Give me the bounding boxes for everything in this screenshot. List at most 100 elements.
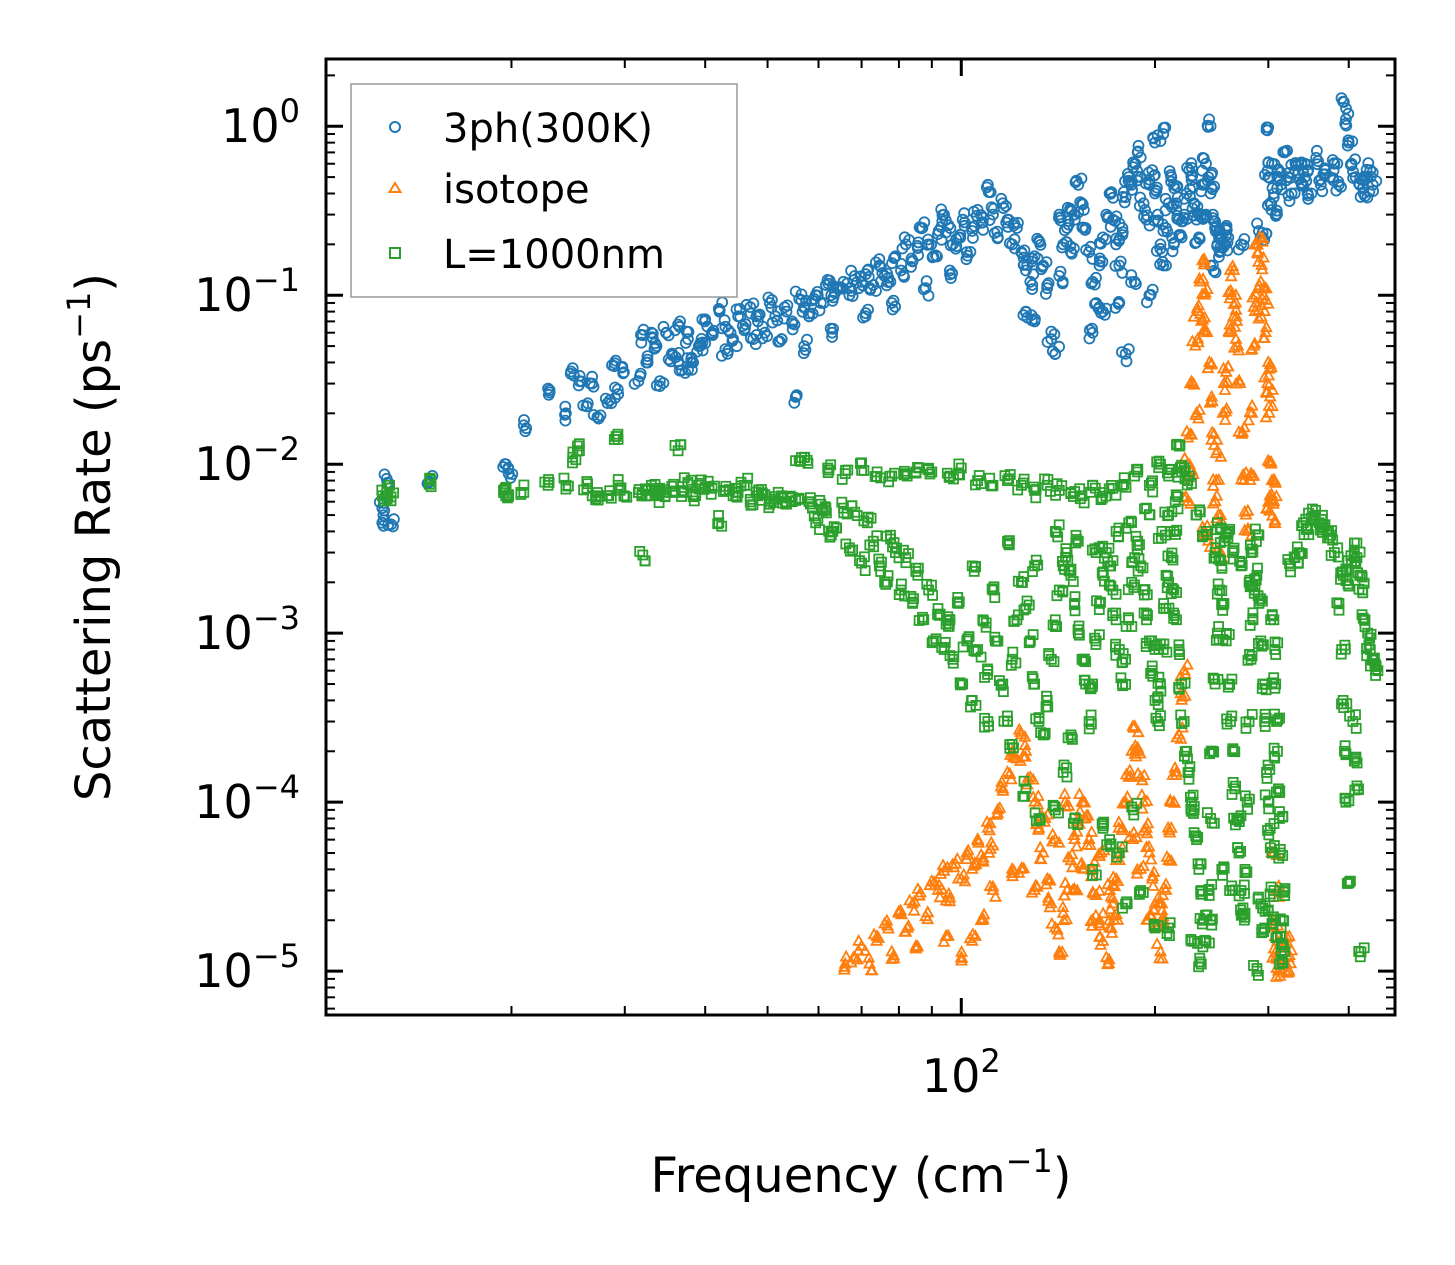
point-triangle: [961, 847, 975, 860]
point-triangle: [1060, 912, 1074, 925]
point-triangle: [1268, 513, 1282, 525]
point-circle: [1166, 232, 1179, 244]
point-square: [1028, 678, 1040, 690]
point-triangle: [1146, 879, 1160, 891]
point-square: [1096, 818, 1108, 830]
point-triangle: [909, 941, 923, 954]
point-square: [1126, 621, 1138, 632]
point-circle: [983, 214, 996, 227]
point-circle: [1085, 277, 1098, 290]
point-triangle: [1065, 860, 1079, 873]
point-square: [1041, 690, 1052, 702]
point-triangle: [955, 951, 969, 963]
point-square: [953, 596, 965, 608]
point-triangle: [1261, 453, 1275, 466]
point-square: [1175, 709, 1187, 721]
x-tick-base: 10: [922, 1049, 981, 1103]
point-square: [1101, 839, 1113, 851]
point-square: [1213, 621, 1224, 632]
point-triangle: [991, 806, 1005, 819]
point-circle: [696, 344, 709, 357]
point-circle: [739, 322, 751, 335]
point-square: [1039, 473, 1050, 485]
point-circle: [1302, 192, 1314, 205]
point-circle: [1079, 224, 1091, 236]
point-circle: [1054, 211, 1067, 224]
point-square: [1187, 789, 1199, 801]
point-circle: [778, 301, 791, 314]
point-triangle: [1084, 914, 1098, 927]
point-circle: [1093, 236, 1106, 249]
point-square: [1220, 635, 1232, 647]
point-circle: [559, 400, 572, 413]
point-triangle: [1214, 449, 1228, 462]
point-square: [1326, 525, 1338, 536]
point-square: [1354, 951, 1366, 963]
point-square: [880, 579, 892, 590]
point-triangle: [1198, 285, 1212, 298]
point-square: [1247, 613, 1259, 624]
point-circle: [1185, 174, 1198, 187]
y-axis-title-sup: −1: [60, 292, 98, 339]
point-triangle: [1196, 323, 1210, 336]
point-triangle: [932, 878, 946, 890]
point-square: [1018, 473, 1030, 485]
point-square: [1274, 785, 1286, 797]
point-triangle: [976, 911, 990, 924]
point-circle: [859, 268, 872, 281]
point-triangle: [1169, 768, 1183, 780]
point-square: [1278, 886, 1290, 898]
point-square: [424, 472, 436, 484]
point-square: [1079, 653, 1090, 665]
point-square: [1345, 875, 1356, 887]
point-triangle: [1003, 767, 1017, 779]
point-circle: [1154, 258, 1166, 271]
point-square: [1194, 956, 1206, 968]
point-square: [678, 472, 690, 484]
point-square: [903, 548, 914, 559]
point-circle: [882, 271, 895, 284]
point-square: [1271, 716, 1282, 727]
point-circle: [1104, 187, 1117, 200]
point-triangle: [1241, 503, 1255, 516]
point-square: [1252, 529, 1264, 541]
point-circle: [654, 375, 666, 388]
point-circle: [873, 253, 886, 266]
point-circle: [789, 285, 802, 298]
point-triangle: [1247, 299, 1261, 312]
point-square: [1074, 483, 1086, 495]
point-circle: [1199, 208, 1211, 221]
point-triangle: [1224, 269, 1238, 282]
point-square: [712, 518, 724, 530]
point-square: [669, 439, 681, 451]
point-triangle: [1265, 487, 1279, 500]
point-square: [1110, 638, 1121, 650]
point-circle: [1110, 232, 1123, 245]
point-circle: [628, 377, 641, 390]
point-circle: [811, 289, 824, 302]
point-square: [713, 517, 725, 529]
point-circle: [786, 315, 798, 328]
point-square: [1129, 470, 1141, 482]
point-square: [1027, 673, 1039, 684]
point-square: [1258, 926, 1269, 938]
point-square: [984, 472, 996, 484]
point-triangle: [1150, 937, 1164, 949]
point-square: [932, 608, 943, 620]
point-square: [1344, 710, 1355, 722]
point-square: [1351, 757, 1363, 769]
point-triangle: [1026, 772, 1040, 785]
point-square: [1263, 803, 1275, 815]
point-triangle: [1242, 413, 1256, 426]
point-triangle: [1087, 855, 1102, 867]
point-triangle: [1129, 830, 1143, 843]
point-square: [1218, 599, 1229, 611]
y-tick-exp: −3: [253, 599, 300, 637]
point-square: [1274, 712, 1285, 724]
point-triangle: [1255, 258, 1269, 270]
point-triangle: [1080, 838, 1094, 850]
point-square: [1072, 535, 1084, 547]
y-tick-base: 10: [221, 99, 280, 153]
point-square: [1120, 522, 1132, 534]
point-triangle: [1085, 825, 1099, 837]
